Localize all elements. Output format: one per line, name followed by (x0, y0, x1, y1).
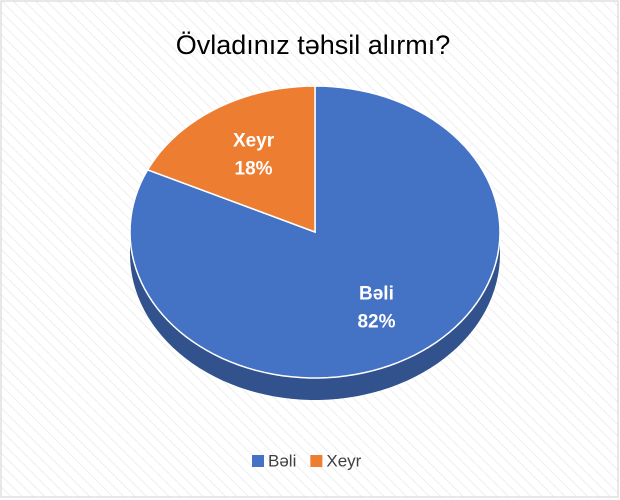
data-label-value: 18% (235, 159, 273, 180)
legend-swatch (252, 455, 264, 467)
data-label-value: 82% (357, 311, 395, 332)
legend-label: Bəli (268, 451, 296, 470)
chart-title: Övladınız təhsil alırmı? (176, 30, 451, 60)
legend: Bəli Xeyr (252, 451, 362, 470)
data-label-name: Bəli (359, 283, 394, 304)
pie: Bəli 82% Xeyr 18% (129, 85, 501, 400)
legend-label: Xeyr (326, 451, 361, 470)
legend-swatch (310, 455, 323, 467)
data-label-name: Xeyr (233, 131, 275, 152)
pie-slice (129, 85, 501, 379)
pie-slice (146, 85, 316, 234)
